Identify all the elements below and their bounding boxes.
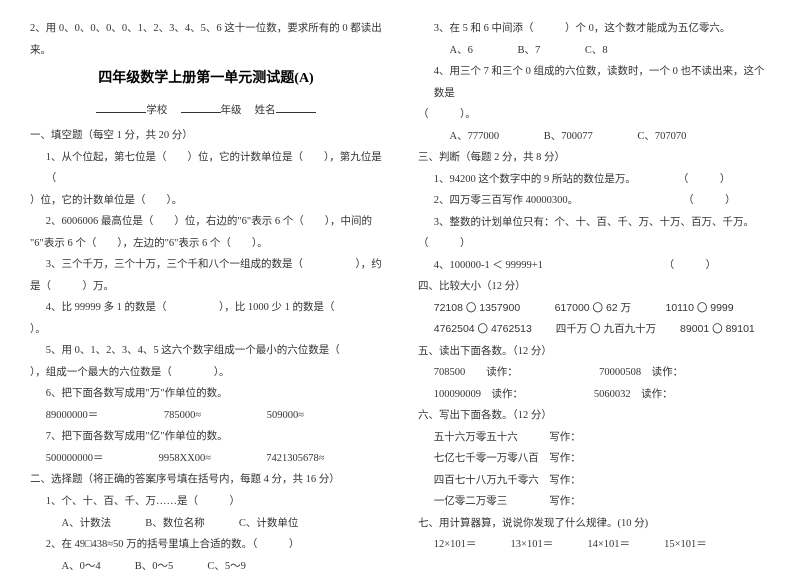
q4-1a: 72108 〇 1357900 [434, 302, 520, 314]
q2-1opts: A、计数法 B、数位名称 C、计数单位 [30, 513, 382, 535]
q3-2: 2、四万零三百写作 40000300。 （ ） [418, 190, 770, 212]
section7-header: 七、用计算器算，说说你发现了什么规律。(10 分) [418, 513, 770, 535]
q1-1a: 1、从个位起，第七位是（ ）位，它的计数单位是（ ），第九位是（ [30, 147, 382, 190]
q1-7b: 9958XX00≈ [159, 453, 211, 464]
school-blank [96, 101, 146, 113]
section1-header: 一、填空题（每空 1 分，共 20 分） [30, 125, 382, 147]
q2-1b: B、数位名称 [145, 518, 205, 529]
q2-1: 1、个、十、百、千、万……是（ ） [30, 491, 382, 513]
q1-1b: ）位，它的计数单位是（ ）。 [30, 190, 382, 212]
grade-label: 年级 [221, 105, 242, 116]
q7-1d: 15×101＝ [664, 539, 707, 550]
q2-2b: B、0～5 [135, 561, 174, 572]
q1-6row: 89000000＝ 785000≈ 509000≈ [30, 405, 382, 427]
q2-3: 3、在 5 和 6 中间添（ ）个 0，这个数才能成为五亿零六。 [418, 18, 770, 40]
q6-3: 四百七十八万九千零六 写作： [418, 470, 770, 492]
q4-2b: 四千万 〇 九百九十万 [556, 323, 656, 335]
school-label: 学校 [146, 105, 167, 116]
q4-1c: 10110 〇 9999 [665, 302, 733, 314]
q2-3c: C、8 [585, 45, 608, 56]
section5-header: 五、读出下面各数。（12 分） [418, 341, 770, 363]
q1-7: 7、把下面各数写成用"亿"作单位的数。 [30, 426, 382, 448]
q7-1c: 14×101＝ [587, 539, 630, 550]
q2-2a: A、0～4 [62, 561, 101, 572]
q5-row2: 100090009 读作： 5060032 读作： [418, 384, 770, 406]
intro-note: 2、用 0、0、0、0、0、1、2、3、4、5、6 这十一位数，要求所有的 0 … [30, 18, 382, 61]
name-blank [276, 101, 316, 113]
q1-4a: 4、比 99999 多 1 的数是（ ），比 1000 少 1 的数是（ [30, 297, 382, 319]
section4-header: 四、比较大小（12 分） [418, 276, 770, 298]
q5-2a: 100090009 读作： [434, 389, 518, 400]
q2-3a: A、6 [450, 45, 473, 56]
page-title: 四年级数学上册第一单元测试题(A) [30, 65, 382, 94]
q1-2b: "6"表示 6 个（ ），左边的"6"表示 6 个（ ）。 [30, 233, 382, 255]
q1-7c: 7421305678≈ [266, 453, 324, 464]
q1-3b: 是（ ）万。 [30, 276, 382, 298]
q2-1a: A、计数法 [62, 518, 112, 529]
q4-row2: 4762504 〇 4762513 四千万 〇 九百九十万 89001 〇 89… [418, 319, 770, 341]
q4-2a: 4762504 〇 4762513 [434, 323, 532, 335]
q2-4opts: A、777000 B、700077 C、707070 [418, 126, 770, 148]
q2-1c: C、计数单位 [239, 518, 299, 529]
q5-row1: 708500 读作： 70000508 读作： [418, 362, 770, 384]
q6-1: 五十六万零五十六 写作： [418, 427, 770, 449]
q1-7row: 500000000＝ 9958XX00≈ 7421305678≈ [30, 448, 382, 470]
q1-2a: 2、6006006 最高位是（ ）位，右边的"6"表示 6 个（ ），中间的 [30, 211, 382, 233]
q2-4ca: A、777000 [450, 131, 500, 142]
q1-5a: 5、用 0、1、2、3、4、5 这六个数字组成一个最小的六位数是（ [30, 340, 382, 362]
q2-2opts: A、0～4 B、0～5 C、5～9 [30, 556, 382, 577]
q2-2: 2、在 49□438≈50 万的括号里填上合适的数。（ ） [30, 534, 382, 556]
q1-6b: 785000≈ [164, 410, 201, 421]
right-column: 3、在 5 和 6 中间添（ ）个 0，这个数才能成为五亿零六。 A、6 B、7… [400, 18, 770, 547]
q1-7a: 500000000＝ [46, 453, 104, 464]
q2-3opts: A、6 B、7 C、8 [418, 40, 770, 62]
q1-5b: ），组成一个最大的六位数是（ ）。 [30, 362, 382, 384]
q2-2c: C、5～9 [207, 561, 246, 572]
form-line: 学校 年级 姓名 [30, 100, 382, 122]
q2-4cb: B、700077 [544, 131, 593, 142]
q6-2: 七亿七千零一万零八百 写作： [418, 448, 770, 470]
q7-1b: 13×101＝ [511, 539, 554, 550]
q4-1b: 617000 〇 62 万 [555, 302, 631, 314]
q4-2c: 89001 〇 89101 [680, 323, 755, 335]
q1-3a: 3、三个千万，三个十万，三个千和八个一组成的数是（ ），约 [30, 254, 382, 276]
q5-2b: 5060032 读作： [594, 389, 673, 400]
q1-4b: ）。 [30, 319, 382, 341]
q3-4: 4、100000-1 ＜ 99999+1 （ ） [418, 255, 770, 277]
section2-header: 二、选择题（将正确的答案序号填在括号内，每题 4 分，共 16 分） [30, 469, 382, 491]
q1-6a: 89000000＝ [46, 410, 99, 421]
q1-6: 6、把下面各数写成用"万"作单位的数。 [30, 383, 382, 405]
grade-blank [181, 101, 221, 113]
q2-4cc: C、707070 [637, 131, 686, 142]
q2-4a: 4、用三个 7 和三个 0 组成的六位数，读数时，一个 0 也不读出来，这个数是 [418, 61, 770, 104]
q6-4: 一亿零二万零三 写作： [418, 491, 770, 513]
q2-3b: B、7 [517, 45, 540, 56]
section3-header: 三、判断（每题 2 分，共 8 分） [418, 147, 770, 169]
q3-3b: （ ） [418, 233, 770, 255]
q1-6c: 509000≈ [267, 410, 304, 421]
left-column: 2、用 0、0、0、0、0、1、2、3、4、5、6 这十一位数，要求所有的 0 … [30, 18, 400, 547]
q7-row: 12×101＝ 13×101＝ 14×101＝ 15×101＝ [418, 534, 770, 556]
q3-1: 1、94200 这个数字中的 9 所站的数位是万。 （ ） [418, 169, 770, 191]
name-label: 姓名 [255, 105, 276, 116]
q3-3: 3、整数的计划单位只有：个、十、百、千、万、十万、百万、千万。 [418, 212, 770, 234]
q2-4b: （ ）。 [418, 104, 770, 126]
q5-1b: 70000508 读作： [599, 367, 683, 378]
section6-header: 六、写出下面各数。（12 分） [418, 405, 770, 427]
q5-1a: 708500 读作： [434, 367, 513, 378]
q4-row1: 72108 〇 1357900 617000 〇 62 万 10110 〇 99… [418, 298, 770, 320]
q7-1a: 12×101＝ [434, 539, 477, 550]
